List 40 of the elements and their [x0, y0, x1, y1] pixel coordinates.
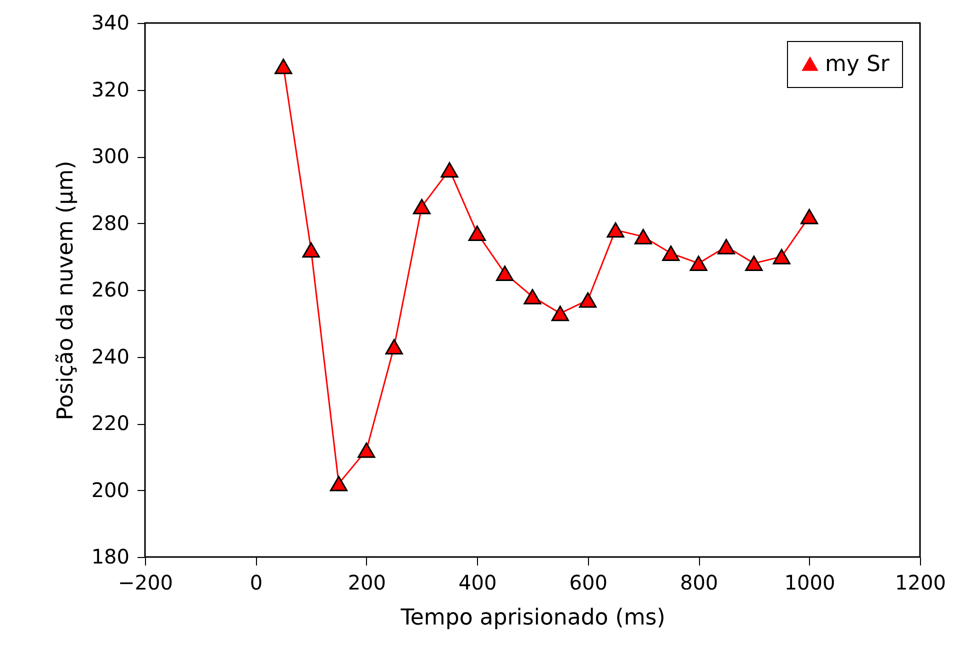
point	[496, 266, 514, 282]
point	[330, 476, 348, 492]
point	[662, 246, 680, 262]
x-tick-label: −200	[118, 570, 173, 594]
x-tick-label: 800	[680, 570, 718, 594]
y-axis-title: Posição da nuvem (μm)	[53, 160, 78, 420]
y-tick-label: 180	[91, 544, 130, 568]
point	[717, 238, 736, 254]
y-tick-label: 280	[91, 210, 130, 235]
point	[800, 208, 818, 224]
point	[274, 58, 292, 74]
x-tick-label: 1200	[895, 570, 946, 594]
point	[634, 228, 652, 244]
point	[772, 248, 790, 264]
point	[385, 339, 403, 354]
y-tick-label: 340	[91, 10, 130, 34]
y-tick-label: 220	[91, 411, 130, 435]
point	[358, 442, 376, 458]
point	[412, 198, 431, 214]
y-tick-label: 240	[91, 344, 130, 368]
point	[468, 226, 486, 241]
x-tick-label: 200	[348, 570, 386, 594]
legend-label: my Sr	[825, 52, 890, 77]
point	[606, 222, 624, 238]
point	[690, 256, 708, 272]
x-tick-label: 400	[458, 570, 497, 594]
point	[440, 162, 458, 178]
x-tick-label: 600	[569, 570, 608, 594]
point	[745, 256, 763, 272]
y-tick-label: 320	[91, 77, 130, 102]
x-axis-title: Tempo aprisionado (ms)	[400, 606, 666, 630]
y-tick-label: 260	[91, 278, 130, 302]
point	[551, 306, 569, 322]
point	[579, 292, 597, 308]
y-tick-label: 300	[91, 144, 130, 168]
y-tick-label: 200	[91, 478, 130, 502]
x-tick-label: 0	[250, 570, 263, 594]
point	[524, 288, 542, 304]
point	[302, 242, 320, 258]
x-tick-label: 1000	[784, 570, 836, 594]
